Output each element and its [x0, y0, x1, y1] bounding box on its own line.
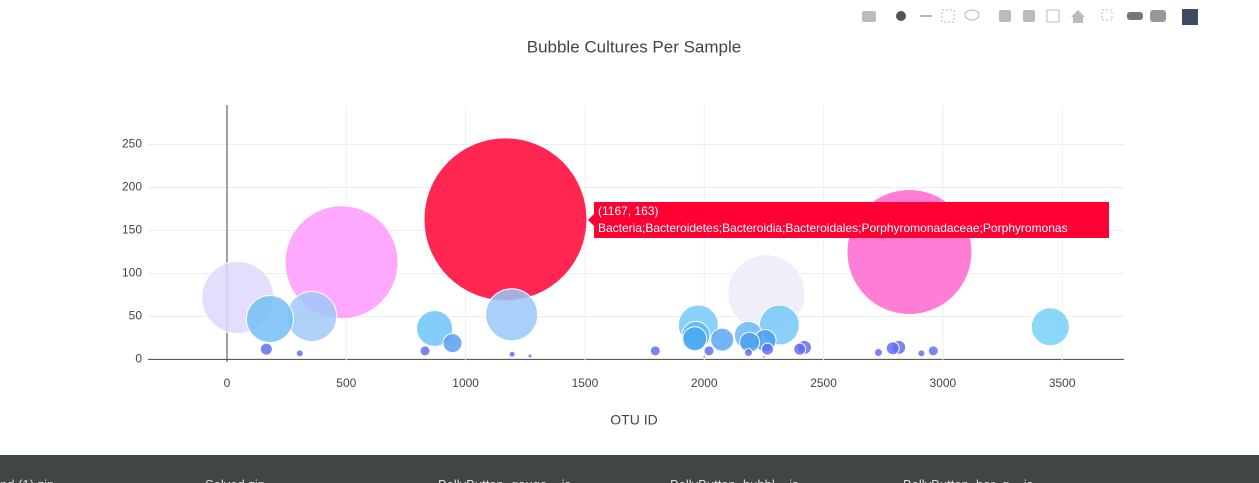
- download-item[interactable]: Solved.zip: [205, 477, 265, 483]
- chart-title: Bubble Cultures Per Sample: [527, 37, 742, 56]
- x-axis-title: OTU ID: [610, 412, 657, 428]
- zoom-icon[interactable]: [896, 11, 906, 21]
- bubble: [1030, 307, 1070, 347]
- x-tick-label: 1500: [572, 376, 599, 390]
- bubble: [527, 353, 533, 359]
- bubble: [284, 205, 399, 320]
- y-tick-label: 200: [122, 180, 142, 194]
- tooltip-box: [594, 202, 1109, 238]
- bubble: [423, 137, 588, 302]
- tooltip-text: Bacteria;Bacteroidetes;Bacteroidia;Bacte…: [598, 221, 1068, 235]
- bubble: [508, 350, 516, 358]
- bubble: [885, 341, 900, 356]
- bubble: [286, 290, 338, 342]
- x-tick-label: 3000: [930, 376, 957, 390]
- bubble: [682, 326, 708, 352]
- x-tick-label: 1000: [452, 376, 479, 390]
- zoom-in-icon[interactable]: [999, 10, 1011, 22]
- bubble: [702, 354, 707, 359]
- download-item[interactable]: BellyButton_gauge....js: [438, 477, 571, 483]
- x-tick-label: 2000: [691, 376, 718, 390]
- bubble: [917, 349, 926, 358]
- tooltip-heading: (1167, 163): [598, 204, 659, 218]
- chart: Bubble Cultures Per Sample OTU ID 0 50 100…: [122, 9, 1198, 428]
- bubble: [295, 349, 304, 358]
- hover-compare-icon[interactable]: [1150, 10, 1166, 22]
- bubble: [710, 327, 735, 352]
- spike-icon[interactable]: [1101, 9, 1113, 21]
- y-tick-label: 50: [129, 309, 143, 323]
- x-tick-label: 500: [336, 376, 356, 390]
- bubble: [743, 348, 753, 358]
- bubble: [419, 345, 431, 357]
- bubble: [649, 345, 661, 357]
- hover-closest-icon[interactable]: [1127, 12, 1143, 20]
- y-tick-label: 100: [122, 266, 142, 280]
- y-tick-label: 150: [122, 223, 142, 237]
- bubbles: [201, 137, 1070, 359]
- bubble: [761, 354, 766, 359]
- download-item[interactable]: BellyButton_bar_g....js: [903, 477, 1033, 483]
- autoscale-icon[interactable]: [1046, 9, 1060, 23]
- x-tick-label: 3500: [1049, 376, 1076, 390]
- download-item[interactable]: nd (1).zip: [0, 477, 54, 483]
- x-tick-label: 2500: [810, 376, 837, 390]
- bubble: [416, 309, 454, 347]
- bubble: [760, 342, 774, 356]
- tooltip: (1167, 163) Bacteria;Bacteroidetes;Bacter…: [588, 202, 1109, 238]
- bubble: [245, 295, 294, 344]
- camera-icon[interactable]: [862, 11, 876, 22]
- y-tick-label: 0: [135, 352, 142, 366]
- y-tick-label: 250: [122, 137, 142, 151]
- pan-icon[interactable]: [920, 15, 932, 17]
- bubble: [873, 348, 883, 358]
- bubble: [259, 342, 273, 356]
- bubble: [793, 342, 807, 356]
- select-icon[interactable]: [941, 9, 955, 23]
- modebar[interactable]: [862, 9, 1198, 25]
- download-item[interactable]: BellyButton_bubbl....js: [670, 477, 799, 483]
- plotly-logo[interactable]: [1182, 9, 1198, 25]
- tooltip-arrow: [588, 214, 594, 226]
- x-tick-label: 0: [224, 376, 231, 390]
- bubble: [703, 345, 715, 357]
- zoom-out-icon[interactable]: [1023, 10, 1035, 22]
- bubble: [442, 333, 463, 354]
- download-bar: nd (1).zip Solved.zip BellyButton_gauge...…: [0, 455, 1259, 483]
- lasso-icon[interactable]: [964, 9, 980, 21]
- bubble: [927, 345, 939, 357]
- bubble: [485, 288, 539, 342]
- home-icon[interactable]: [1071, 10, 1085, 23]
